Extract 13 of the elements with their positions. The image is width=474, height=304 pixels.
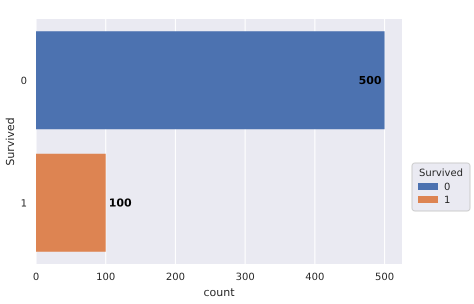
x-tick-label: 300 <box>236 272 255 283</box>
data-label: 100 <box>108 196 132 210</box>
x-tick-label: 0 <box>32 272 40 283</box>
y-axis-title: Survived <box>4 117 17 166</box>
x-tick-label: 400 <box>305 272 324 283</box>
legend-title: Survived <box>419 168 463 179</box>
x-tick-label: 500 <box>375 272 394 283</box>
legend-label: 1 <box>444 195 450 206</box>
x-axis-title: count <box>203 286 236 299</box>
data-label: 500 <box>358 74 382 88</box>
legend-label: 0 <box>444 182 450 193</box>
x-tick-label: 100 <box>96 272 116 283</box>
x-tick-label: 200 <box>166 272 185 283</box>
